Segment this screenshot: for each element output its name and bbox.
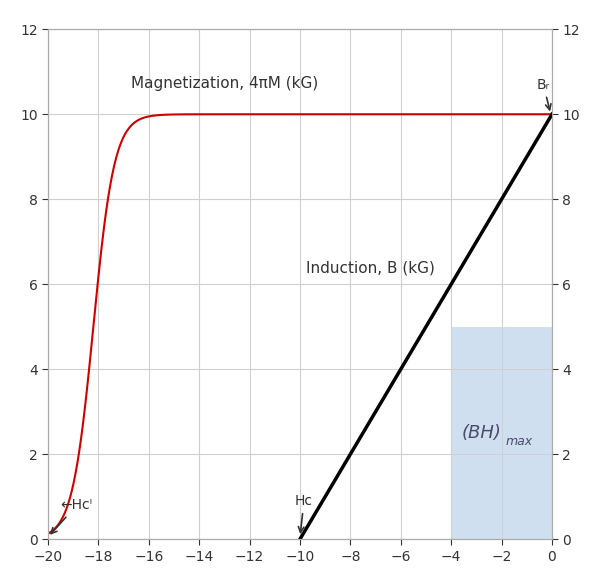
Text: (BH): (BH) xyxy=(462,424,502,442)
Text: Bᵣ: Bᵣ xyxy=(537,78,551,110)
Text: Induction, B (kG): Induction, B (kG) xyxy=(306,261,435,276)
Text: Hᴄ: Hᴄ xyxy=(295,494,313,533)
Bar xyxy=(451,327,552,539)
Text: max: max xyxy=(505,435,533,448)
Text: ←Hᴄᴵ: ←Hᴄᴵ xyxy=(51,498,93,534)
Text: Magnetization, 4πM (kG): Magnetization, 4πM (kG) xyxy=(131,76,318,91)
